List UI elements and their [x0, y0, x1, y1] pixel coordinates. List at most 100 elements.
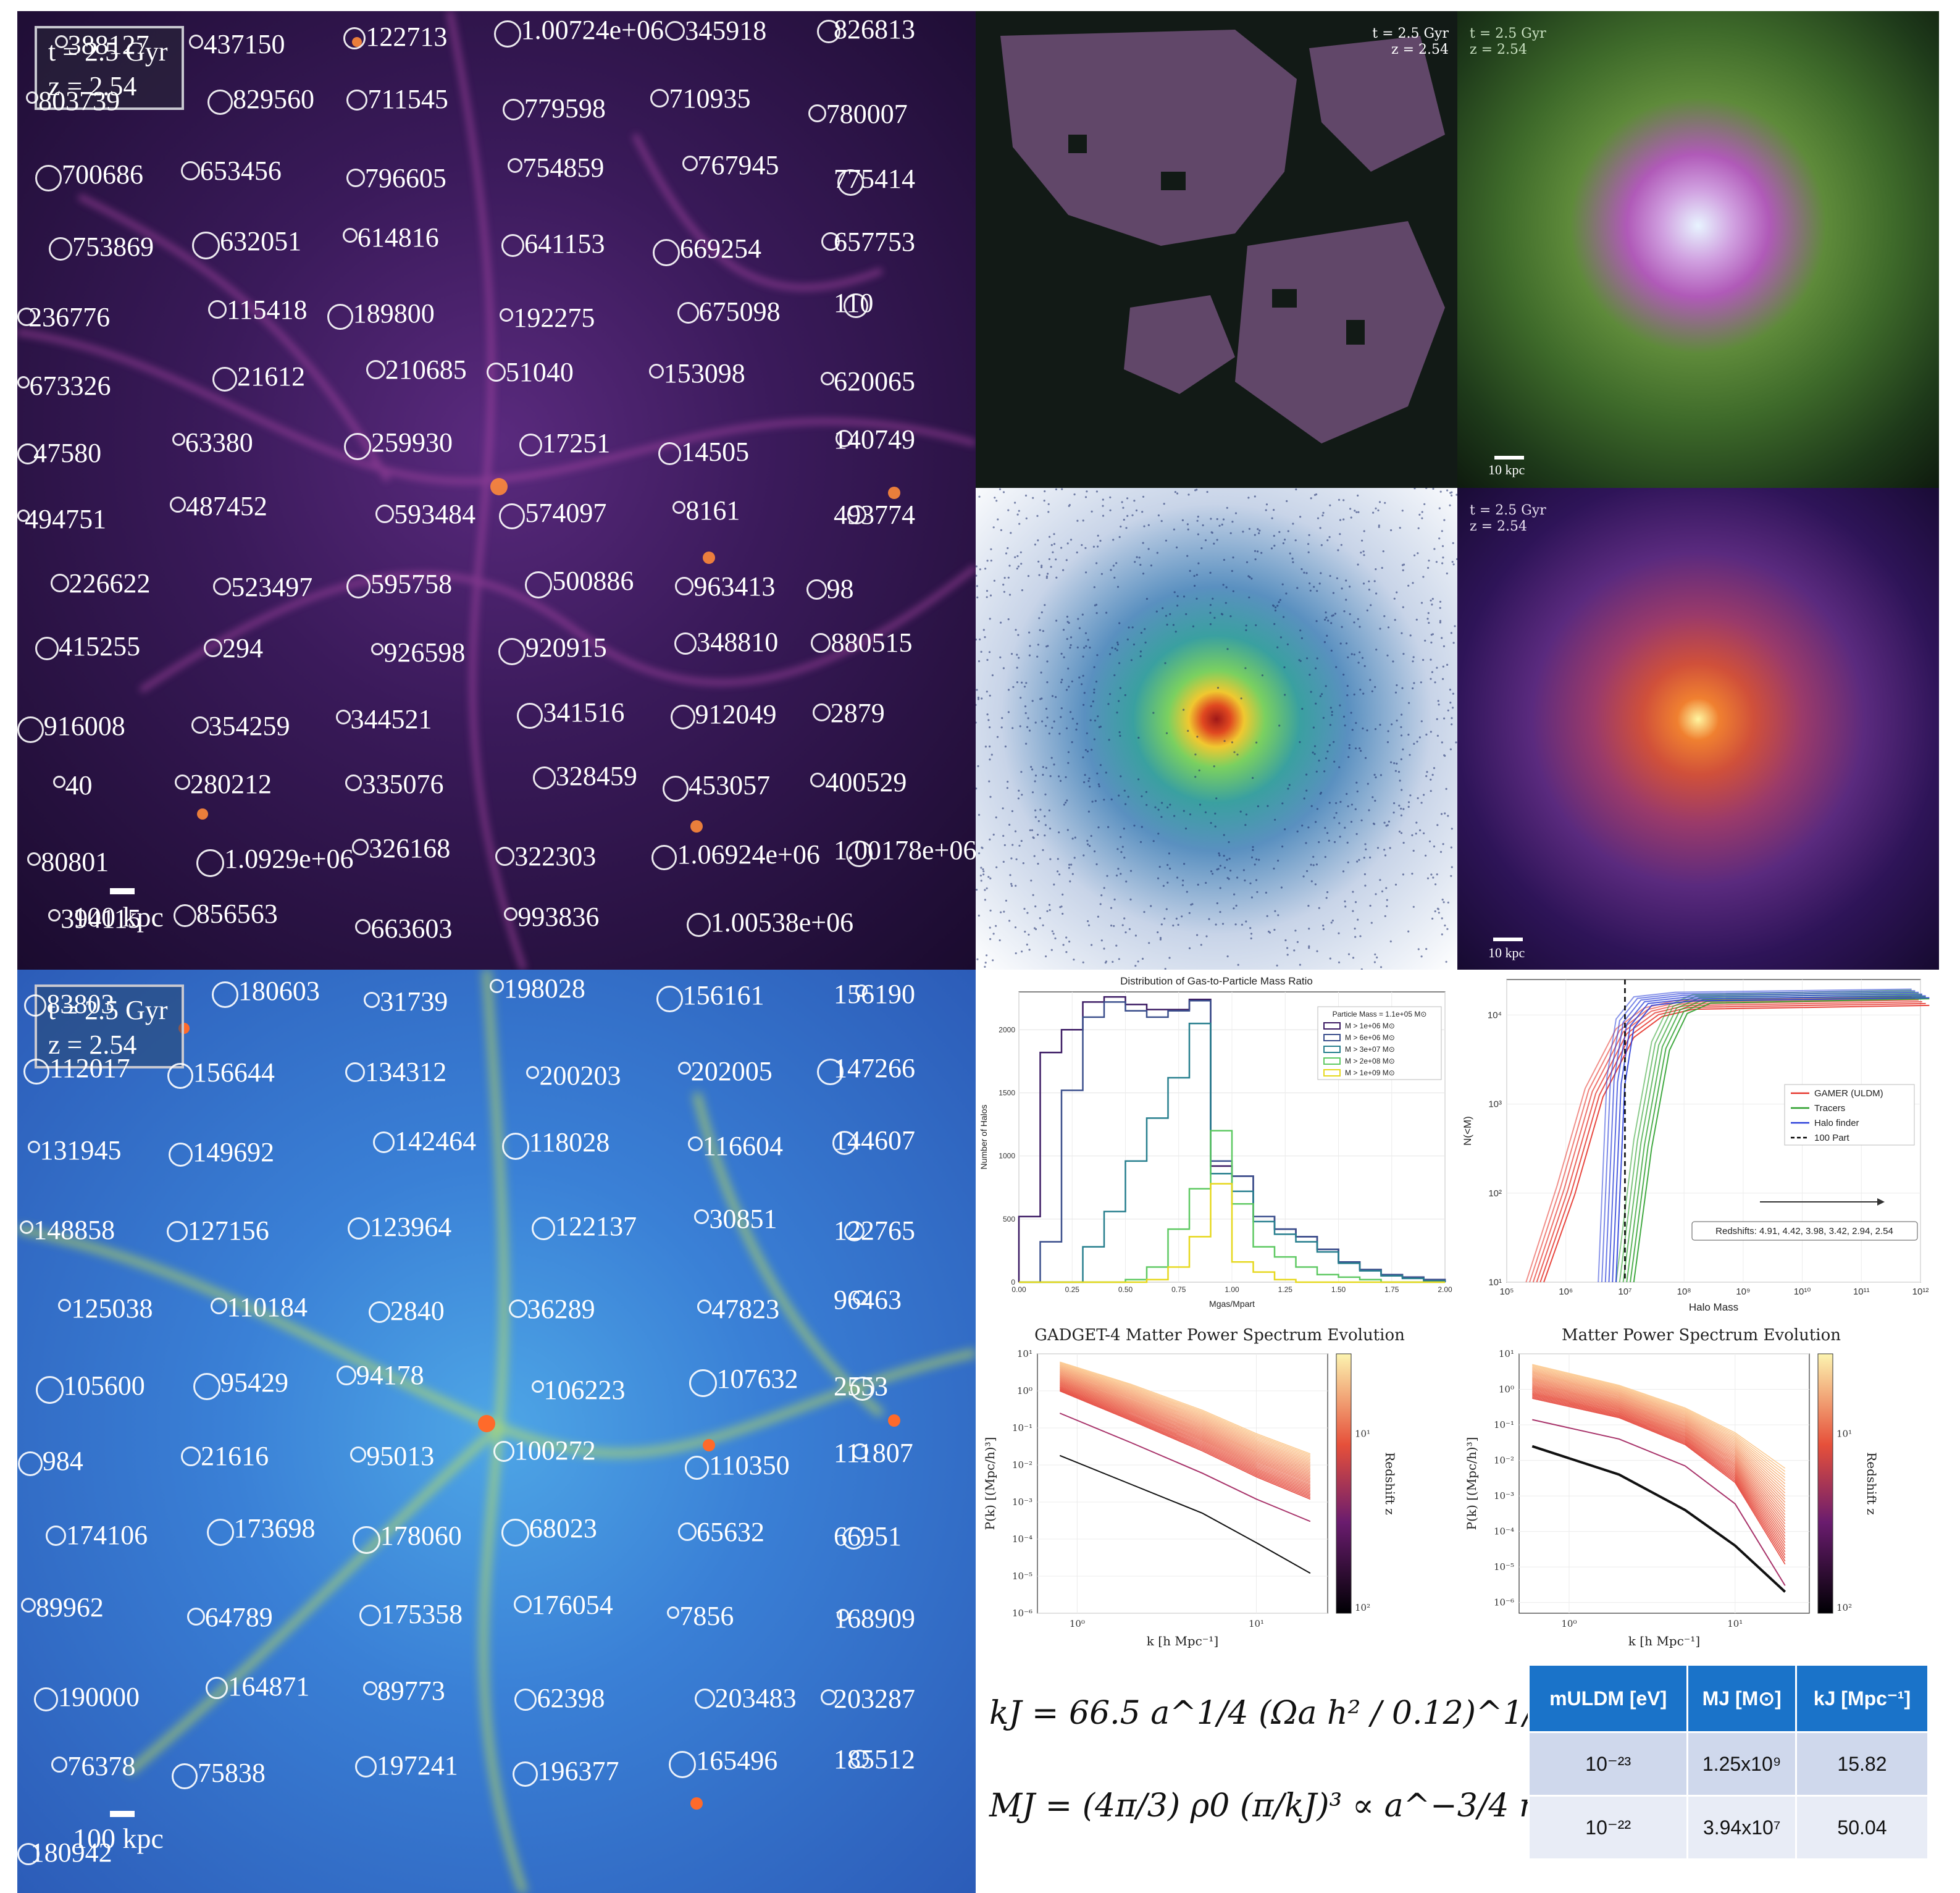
halo-marker — [508, 1299, 527, 1318]
halo-marker — [514, 1688, 537, 1711]
halo-marker — [697, 1299, 712, 1314]
halo-marker — [847, 505, 867, 525]
halo-marker — [650, 89, 669, 108]
spectrum-curve — [1059, 1412, 1311, 1522]
halo-marker — [345, 1062, 366, 1083]
spectrum-curve — [1060, 1365, 1311, 1461]
y-tick-label: 10¹ — [1488, 1277, 1502, 1288]
halo-marker — [843, 293, 868, 318]
halo-marker — [853, 1290, 868, 1306]
halo-id-label: 95429 — [220, 1367, 288, 1398]
halo-id-label: 920915 — [525, 632, 607, 663]
halo-marker — [519, 433, 543, 456]
spectrum-curve — [1532, 1378, 1786, 1509]
histogram-series-step — [1019, 1183, 1445, 1283]
spectrum-curve — [1532, 1367, 1786, 1479]
col-header-jeans-k: kJ [Mpc⁻¹] — [1795, 1664, 1930, 1733]
y-tick-label: 10⁰ — [1017, 1385, 1032, 1396]
halo-marker — [336, 1365, 356, 1385]
spectrum-curve — [1060, 1364, 1311, 1459]
zoom-noise-panel — [976, 488, 1457, 970]
halo-marker — [850, 1749, 869, 1768]
scale-label: 100 kpc — [73, 1823, 164, 1854]
halo-id-label: 326168 — [369, 833, 451, 863]
halo-id-label: 2840 — [390, 1296, 445, 1326]
spectrum-curve — [1059, 1372, 1311, 1472]
gadget-power-spectrum: GADGET-4 Matter Power Spectrum Evolution… — [976, 1322, 1457, 1668]
halo-marker — [371, 642, 384, 655]
halo-id-label: 493774 — [834, 500, 915, 531]
gamer-power-svg: Matter Power Spectrum Evolution 10⁻⁶ 10⁻⁵ 1… — [1464, 1326, 1879, 1648]
gas-grid-panel: t = 2.5 Gyr z = 2.54 — [976, 11, 1457, 488]
halo-marker — [203, 638, 222, 657]
halo-marker — [196, 849, 225, 877]
y-axis-label: P(k) [(Mpc/h)³] — [982, 1437, 997, 1530]
halo-id-label: 826813 — [834, 14, 915, 45]
halo-marker — [186, 1608, 205, 1626]
halo-marker — [852, 1443, 868, 1460]
halo-marker — [58, 1299, 72, 1312]
x-tick-label: 1.50 — [1331, 1285, 1346, 1294]
halo-id-label: 880515 — [831, 627, 913, 658]
halo-id-label: 653456 — [199, 155, 282, 186]
spectrum-curve — [1532, 1364, 1786, 1469]
halo-id-label: 803739 — [38, 86, 120, 117]
redshift-label: z = 2.54 — [48, 71, 137, 101]
halo-marker — [812, 703, 831, 722]
halo-marker — [35, 636, 59, 660]
legend-swatch — [1323, 1069, 1341, 1077]
annotation-box — [1691, 1221, 1918, 1241]
halo-marker — [208, 300, 227, 319]
cumulative-curve — [1536, 1001, 1922, 1283]
halo-id-label: 180942 — [30, 1837, 112, 1868]
halo-id-label: 796605 — [364, 162, 446, 193]
halo-id-label: 294 — [222, 632, 263, 663]
y-axis-label: N(<M) — [1462, 1116, 1473, 1146]
histogram-series-step — [1019, 1022, 1446, 1283]
gas-blue-panel: t = 2.5 Gyr z = 2.54 83803 180603 31739 198… — [17, 970, 976, 1893]
halo-id-label: 149692 — [193, 1136, 275, 1167]
halo-marker — [173, 904, 196, 927]
halo-id-label: 118028 — [529, 1127, 610, 1158]
halo-marker — [342, 227, 358, 243]
halo-marker — [24, 994, 47, 1017]
halo-id-label: 779598 — [524, 93, 606, 124]
halo-marker — [504, 907, 518, 921]
halo-marker — [844, 1220, 865, 1241]
spectrum-curve — [1532, 1366, 1786, 1475]
halo-id-label: 1.06924e+06 — [677, 839, 820, 870]
table-header-row: mULDM [eV] MJ [M⊙] kJ [Mpc⁻¹] — [1527, 1664, 1930, 1733]
halo-marker — [694, 1688, 715, 1709]
halo-id-label: 354259 — [208, 711, 290, 742]
halo-id-label: 196377 — [537, 1756, 619, 1787]
histogram-svg: Distribution of Gas-to-Particle Mass Rat… — [979, 975, 1452, 1309]
halo-id-label: 125038 — [71, 1293, 153, 1324]
halo-marker — [531, 1380, 544, 1393]
halo-marker — [501, 233, 525, 257]
halo-id-label: 500886 — [552, 566, 634, 597]
colorbar-tick-label: 10¹ — [1355, 1428, 1370, 1439]
halo-marker — [49, 237, 73, 261]
y-tick-label: 10⁻² — [1012, 1459, 1032, 1471]
scale-bar — [1494, 456, 1524, 460]
halo-id-label: 40 — [65, 770, 93, 801]
halo-id-label: 96463 — [834, 1285, 902, 1316]
halo-marker — [663, 775, 689, 802]
uldm-jeans-table: mULDM [eV] MJ [M⊙] kJ [Mpc⁻¹] 10⁻²³ 1.25… — [1527, 1664, 1930, 1860]
halo-id-label: 100272 — [514, 1435, 596, 1466]
spectrum-curve — [1532, 1380, 1786, 1516]
halo-marker — [362, 1681, 377, 1695]
halo-marker — [686, 913, 711, 938]
y-tick-label: 10⁻¹ — [1494, 1419, 1514, 1430]
amr-grid-patches — [1000, 30, 1445, 443]
colorbar-label: Redshift z — [1383, 1452, 1397, 1515]
halo-marker — [674, 632, 697, 655]
spectrum-curve — [1059, 1370, 1311, 1468]
spectrum-curve — [1060, 1361, 1311, 1454]
halo-id-label: 156190 — [834, 978, 915, 1009]
halo-marker — [366, 359, 385, 379]
halo-id-label: 453057 — [689, 770, 771, 800]
halo-id-label: 192275 — [513, 302, 595, 333]
halo-marker — [181, 1446, 201, 1467]
x-tick-label: 10¹¹ — [1853, 1286, 1870, 1297]
